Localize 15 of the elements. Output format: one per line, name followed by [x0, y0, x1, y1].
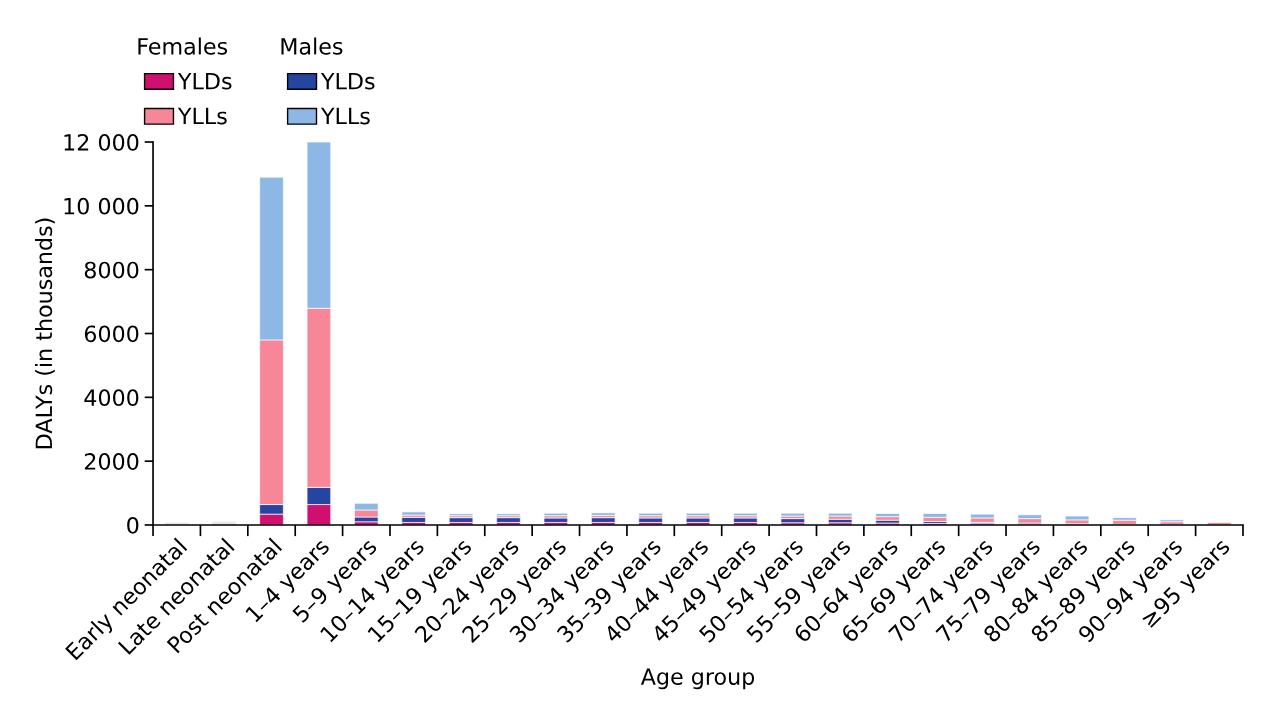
y-tick-label: 4000: [84, 389, 139, 407]
legend-label: YLLs: [320, 107, 370, 125]
y-tick-label: 12 000: [64, 133, 139, 151]
y-tick-label: 6000: [84, 325, 139, 343]
text: Females: [138, 37, 228, 55]
y-axis-title: DALYs (in thousands): [35, 218, 55, 449]
y-tick-label: 8000: [84, 261, 139, 279]
y-tick-label: 0: [127, 516, 139, 534]
legend-label: YLLs: [177, 107, 227, 125]
y-tick-label: 2000: [84, 453, 139, 470]
legend-label: YLDs: [177, 73, 232, 90]
x-axis-title: Age group: [640, 668, 755, 690]
text: Males: [281, 37, 343, 55]
legend-label: YLDs: [320, 73, 375, 90]
y-tick-label: 10 000: [64, 197, 139, 215]
